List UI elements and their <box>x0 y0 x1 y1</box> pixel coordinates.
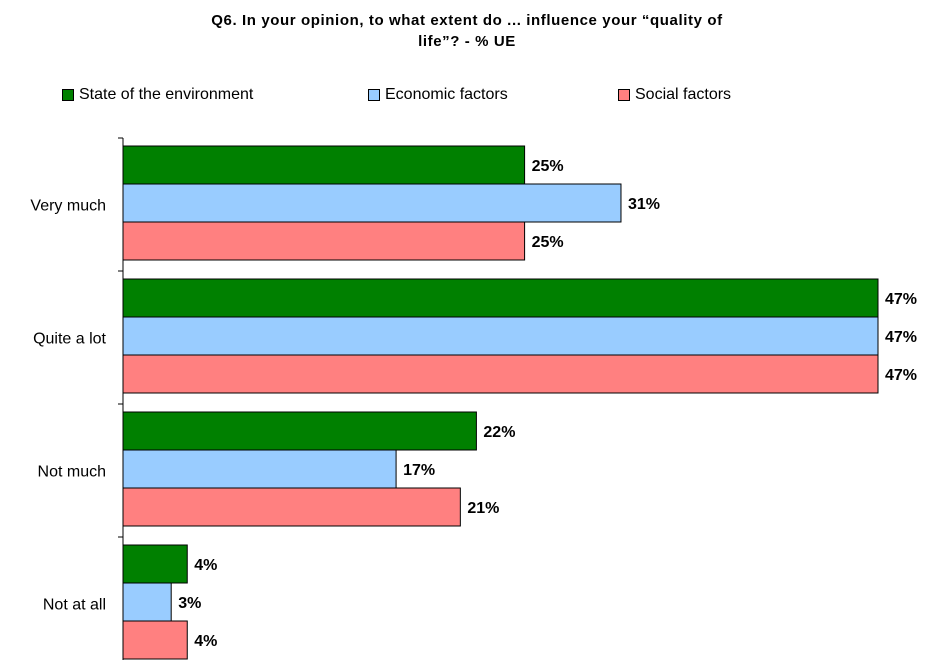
bar <box>122 620 188 660</box>
legend-label-economic: Economic factors <box>385 86 508 103</box>
bar <box>122 316 879 356</box>
data-label: 22% <box>483 424 515 441</box>
legend-label-social: Social factors <box>635 86 732 103</box>
bar <box>122 145 526 185</box>
category-label: Not much <box>38 464 106 481</box>
data-label: 3% <box>178 595 201 612</box>
data-label: 4% <box>194 557 217 574</box>
legend-swatch-social <box>618 89 630 101</box>
bar <box>122 544 188 584</box>
legend-swatch-economic <box>368 89 380 101</box>
data-label: 47% <box>885 291 917 308</box>
bar <box>122 411 477 451</box>
data-label: 4% <box>194 633 217 650</box>
legend-item-social: Social factors <box>618 86 731 104</box>
chart-title-line-2: life”? - % UE <box>418 33 516 50</box>
bar <box>122 354 879 394</box>
legend-item-environment: State of the environment <box>62 86 253 104</box>
chart-title-line-1: Q6. In your opinion, to what extent do .… <box>211 12 723 29</box>
data-label: 21% <box>467 500 499 517</box>
data-label: 47% <box>885 329 917 346</box>
bar <box>122 487 461 527</box>
legend-label-environment: State of the environment <box>79 86 254 103</box>
chart-legend: State of the environment Economic factor… <box>0 86 934 108</box>
legend-swatch-environment <box>62 89 74 101</box>
category-label: Very much <box>30 198 106 215</box>
bar <box>122 221 526 261</box>
category-label: Not at all <box>43 597 106 614</box>
data-label: 31% <box>628 196 660 213</box>
legend-item-economic: Economic factors <box>368 86 508 104</box>
bar <box>122 278 879 318</box>
data-label: 25% <box>532 234 564 251</box>
bar <box>122 449 397 489</box>
data-label: 47% <box>885 367 917 384</box>
data-label: 17% <box>403 462 435 479</box>
category-label: Quite a lot <box>33 331 106 348</box>
bar <box>122 183 622 223</box>
bar <box>122 582 172 622</box>
data-label: 25% <box>532 158 564 175</box>
chart-title: Q6. In your opinion, to what extent do .… <box>0 10 934 52</box>
